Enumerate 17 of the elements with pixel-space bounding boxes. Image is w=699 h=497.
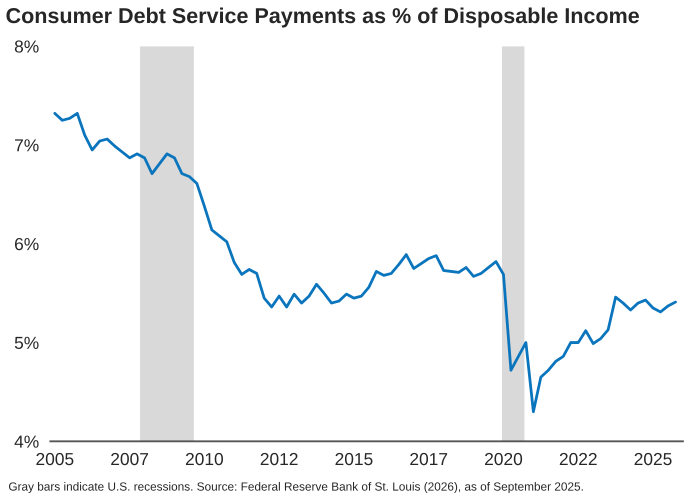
x-tick-label: 2007 <box>111 452 148 466</box>
x-tick-label: 2020 <box>485 452 522 466</box>
x-tick-label: 2005 <box>36 452 74 466</box>
x-tick-label: 2017 <box>410 452 448 466</box>
chart-title: Consumer Debt Service Payments as % of Disposable Income <box>6 7 639 28</box>
y-tick-label: 6% <box>15 238 39 250</box>
y-tick-label: 7% <box>15 139 39 152</box>
y-tick-label: 8% <box>14 40 39 53</box>
x-tick-label: 2025 <box>634 452 672 466</box>
x-tick-label: 2010 <box>186 452 223 466</box>
x-tick-label: 2015 <box>335 452 372 466</box>
y-tick-label: 5% <box>14 336 39 350</box>
x-tick-label: 2022 <box>560 452 597 466</box>
text: Gray bars indicate U.S. recessions. Source: Federal Reserve Bank of St. Louis (2026), as of September 2025. <box>8 482 583 494</box>
y-tick-label: 4% <box>14 436 39 448</box>
x-tick-label: 2012 <box>260 452 298 466</box>
line-series <box>53 112 677 414</box>
